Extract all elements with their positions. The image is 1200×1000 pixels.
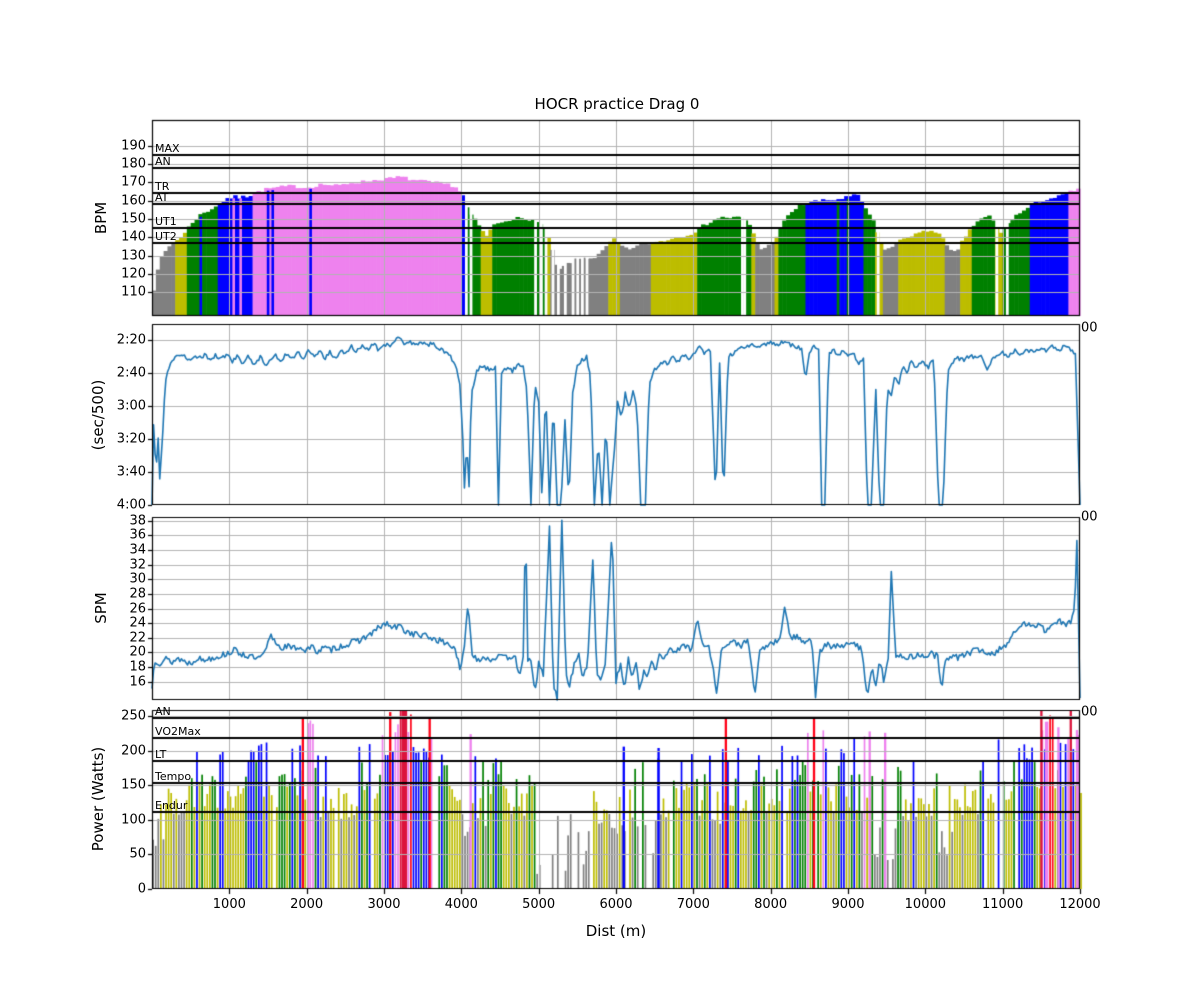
xtick-5000: 5000 <box>522 897 556 912</box>
stroke_rate-ytick-26: 26 <box>129 601 146 616</box>
power-ytick-250: 250 <box>121 708 146 724</box>
pace-ytick-2:20: 2:20 <box>116 332 146 348</box>
xtick-9000: 9000 <box>831 897 865 912</box>
heart_rate-ytick-180: 180 <box>121 156 146 172</box>
power-ytick-0: 0 <box>137 881 146 897</box>
xlabel-dist: Dist (m) <box>585 922 647 940</box>
chart-title: HOCR practice Drag 0 <box>534 95 700 113</box>
ylabel-spm: SPM <box>92 592 110 624</box>
stroke_rate-ytick-28: 28 <box>129 586 146 602</box>
heart_rate-ytick-130: 130 <box>121 248 146 264</box>
xtick-1000: 1000 <box>212 897 246 912</box>
heart_rate-ytick-170: 170 <box>121 174 146 190</box>
pace-ytick-2:40: 2:40 <box>116 365 146 381</box>
ylabel-bpm: BPM <box>92 201 110 235</box>
stroke_rate-ytick-30: 30 <box>129 571 146 587</box>
heart_rate-ytick-120: 120 <box>121 266 146 282</box>
stroke_rate-ytick-36: 36 <box>129 527 146 543</box>
ylabel-pace: (sec/500) <box>89 379 107 451</box>
xtick-11000: 11000 <box>981 897 1024 912</box>
power-ytick-150: 150 <box>121 777 146 793</box>
clipped-xtick-label-1: 00 <box>1081 509 1098 525</box>
pace-ytick-3:20: 3:20 <box>116 431 146 447</box>
clipped-xtick-label-0: 00 <box>1081 320 1098 336</box>
heart_rate-ytick-150: 150 <box>121 211 146 227</box>
power-ytick-200: 200 <box>121 743 146 759</box>
ylabel-power: Power (Watts) <box>89 746 107 852</box>
xtick-8000: 8000 <box>754 897 788 912</box>
heart_rate-zone-label-UT1: UT1 <box>155 215 177 229</box>
power-ytick-50: 50 <box>129 846 146 862</box>
xtick-12000: 12000 <box>1059 897 1101 912</box>
heart_rate-ytick-160: 160 <box>121 193 146 209</box>
heart_rate-zone-label-AT: AT <box>155 191 169 205</box>
heart_rate-zone-label-TR: TR <box>155 180 170 194</box>
heart_rate-zone-label-UT2: UT2 <box>155 229 177 243</box>
xtick-10000: 10000 <box>904 897 947 912</box>
heart_rate-ytick-110: 110 <box>121 284 146 300</box>
stroke_rate-ytick-32: 32 <box>129 557 146 573</box>
stroke_rate-ytick-24: 24 <box>129 615 146 631</box>
pace-ytick-4:00: 4:00 <box>116 497 146 513</box>
power-zone-label-VO2Max: VO2Max <box>155 725 201 739</box>
heart_rate-ytick-140: 140 <box>121 229 146 245</box>
pace-ytick-3:40: 3:40 <box>116 464 146 480</box>
xtick-2000: 2000 <box>290 897 324 912</box>
stroke_rate-ytick-20: 20 <box>129 644 146 660</box>
power-zone-label-LT: LT <box>155 748 167 762</box>
power-ytick-100: 100 <box>121 812 146 828</box>
heart_rate-ytick-190: 190 <box>121 138 146 154</box>
heart_rate-zone-label-AN: AN <box>155 154 171 168</box>
stroke_rate-ytick-18: 18 <box>129 659 146 675</box>
power-zone-label-Endur: Endur <box>155 798 188 812</box>
stroke_rate-ytick-38: 38 <box>129 513 146 529</box>
clipped-xtick-label-2: 00 <box>1081 704 1098 720</box>
stroke_rate-ytick-16: 16 <box>129 674 146 690</box>
xtick-6000: 6000 <box>599 897 633 912</box>
stroke_rate-ytick-34: 34 <box>129 542 146 558</box>
heart_rate-zone-label-MAX: MAX <box>155 141 180 155</box>
pace-ytick-3:00: 3:00 <box>116 398 146 414</box>
power-zone-label-AN: AN <box>155 705 171 719</box>
xtick-7000: 7000 <box>676 897 710 912</box>
xtick-3000: 3000 <box>367 897 401 912</box>
power-zone-label-Tempo: Tempo <box>155 769 192 783</box>
stroke_rate-ytick-22: 22 <box>129 630 146 646</box>
xtick-4000: 4000 <box>444 897 478 912</box>
